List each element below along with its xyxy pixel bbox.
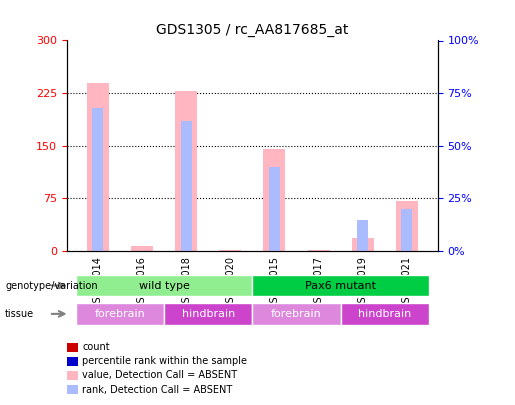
FancyBboxPatch shape <box>252 275 429 296</box>
Text: tissue: tissue <box>5 309 35 319</box>
Text: value, Detection Call = ABSENT: value, Detection Call = ABSENT <box>82 371 237 380</box>
Bar <box>357 220 368 251</box>
Bar <box>401 209 413 251</box>
Bar <box>87 83 109 251</box>
Text: wild type: wild type <box>139 281 190 290</box>
Bar <box>219 250 242 251</box>
Bar <box>175 91 197 251</box>
Bar <box>269 167 280 251</box>
Text: hindbrain: hindbrain <box>182 309 235 319</box>
Bar <box>396 200 418 251</box>
Text: Pax6 mutant: Pax6 mutant <box>305 281 376 290</box>
FancyBboxPatch shape <box>76 275 252 296</box>
Text: genotype/variation: genotype/variation <box>5 281 98 290</box>
Bar <box>307 250 330 251</box>
Bar <box>263 149 285 251</box>
FancyBboxPatch shape <box>164 303 252 325</box>
Text: percentile rank within the sample: percentile rank within the sample <box>82 356 247 366</box>
Text: rank, Detection Call = ABSENT: rank, Detection Call = ABSENT <box>82 385 233 394</box>
Text: hindbrain: hindbrain <box>358 309 411 319</box>
FancyBboxPatch shape <box>340 303 429 325</box>
Text: forebrain: forebrain <box>95 309 145 319</box>
Text: forebrain: forebrain <box>271 309 322 319</box>
Text: count: count <box>82 342 110 352</box>
Bar <box>92 108 104 251</box>
Bar <box>181 121 192 251</box>
FancyBboxPatch shape <box>252 303 340 325</box>
Bar <box>352 239 374 251</box>
Title: GDS1305 / rc_AA817685_at: GDS1305 / rc_AA817685_at <box>156 23 349 37</box>
Bar <box>131 246 153 251</box>
FancyBboxPatch shape <box>76 303 164 325</box>
